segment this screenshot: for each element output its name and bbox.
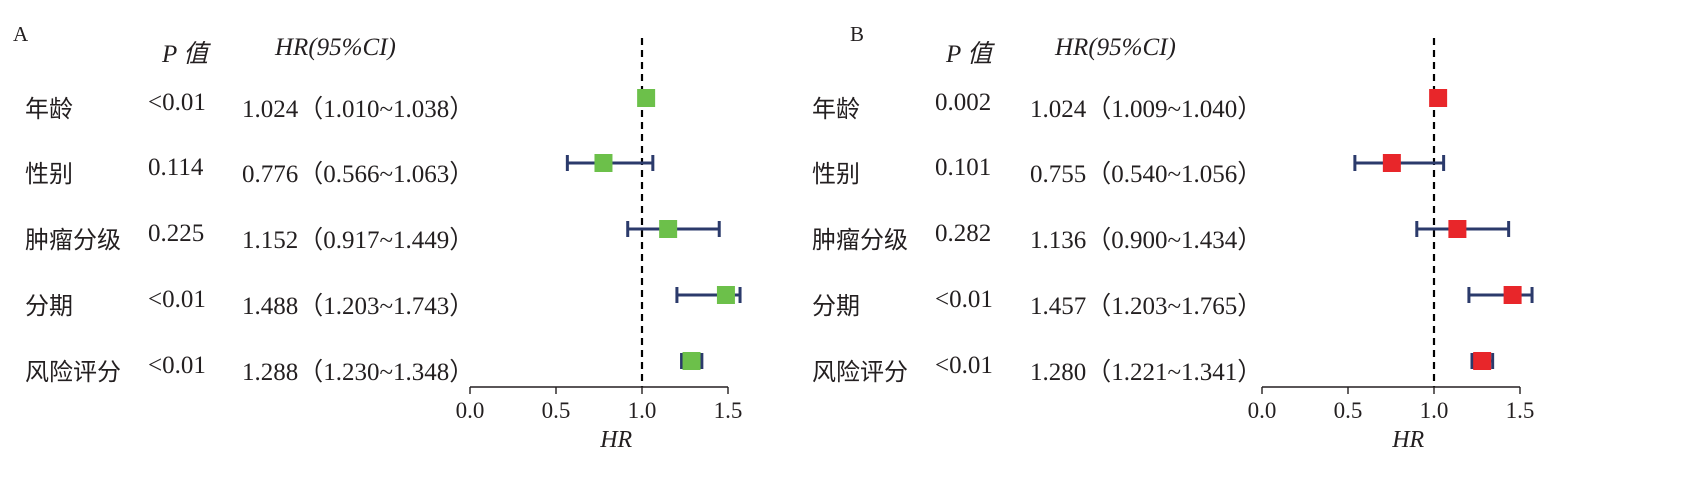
x-tick-label: 0.5 [1334, 398, 1363, 423]
row-label: 年龄 [812, 95, 860, 123]
row-hr-ci: 1.457（1.203~1.765） [1030, 293, 1263, 320]
hr-ci-header-text: HR(95%CI) [275, 34, 396, 61]
row-hr-ci: 0.776（0.566~1.063） [242, 161, 475, 188]
row-label: 分期 [812, 292, 860, 320]
row-p-value: 0.225 [148, 220, 205, 247]
row-hr-ci: 1.152（0.917~1.449） [242, 227, 475, 254]
x-tick-label: 1.5 [1506, 398, 1535, 423]
row-p-value: 0.114 [148, 154, 204, 181]
p-value-header: P 值 [946, 34, 992, 70]
row-label: 肿瘤分级 [812, 226, 908, 254]
x-tick-label: 0.0 [456, 398, 485, 423]
hr-marker [659, 220, 678, 238]
hr-marker [594, 154, 613, 172]
hr-marker [1382, 154, 1401, 172]
row-label: 性别 [812, 160, 860, 188]
x-tick-label: 0.0 [1248, 398, 1277, 423]
forest-plot-panel-b: B P 值 HR(95%CI) 年龄 0.002 1.024（1.009~1.040… [812, 0, 1700, 500]
row-hr-ci: 1.280（1.221~1.341） [1030, 359, 1263, 386]
hr-marker [716, 286, 735, 304]
x-axis-label: HR [1391, 427, 1424, 453]
p-value-header: P 值 [162, 34, 208, 70]
panel-letter: A [13, 22, 29, 46]
row-p-value: 0.002 [935, 89, 992, 116]
row-label: 肿瘤分级 [25, 226, 121, 254]
row-hr-ci: 1.136（0.900~1.434） [1030, 227, 1263, 254]
forest-plot-svg: 0.0 0.5 1.0 1.5 HR [456, 38, 743, 453]
hr-marker [637, 89, 656, 107]
hr-marker [682, 352, 701, 370]
row-hr-ci: 0.755（0.540~1.056） [1030, 161, 1263, 188]
x-tick-label: 1.0 [1420, 398, 1449, 423]
row-p-value: 0.101 [935, 154, 992, 181]
forest-plot-panel-a: A P 值 HR(95%CI) 年龄 <0.01 1.024（1.010~1.038… [13, 22, 743, 453]
row-p-value: <0.01 [148, 352, 206, 379]
x-axis-label: HR [599, 427, 632, 453]
hr-ci-header: HR(95%CI) [275, 34, 396, 62]
row-p-value: 0.282 [935, 220, 992, 247]
row-label: 性别 [25, 160, 73, 188]
row-p-value: <0.01 [935, 286, 993, 313]
row-label: 分期 [25, 292, 73, 320]
row-hr-ci: 1.024（1.009~1.040） [1030, 96, 1263, 123]
x-tick-label: 1.0 [628, 398, 657, 423]
p-value-header-text: P 值 [162, 41, 209, 68]
hr-marker [1503, 286, 1522, 304]
row-label: 年龄 [25, 95, 73, 123]
row-label: 风险评分 [25, 358, 121, 386]
hr-ci-header-text: HR(95%CI) [1055, 34, 1176, 61]
hr-ci-header: HR(95%CI) [1055, 34, 1176, 62]
forest-plot-svg: 0.0 0.5 1.0 1.5 HR [1248, 38, 1535, 453]
row-p-value: <0.01 [148, 286, 206, 313]
row-label: 风险评分 [812, 358, 908, 386]
row-hr-ci: 1.024（1.010~1.038） [242, 96, 475, 123]
row-hr-ci: 1.288（1.230~1.348） [242, 359, 475, 386]
x-tick-label: 0.5 [542, 398, 571, 423]
row-p-value: <0.01 [935, 352, 993, 379]
hr-marker [1448, 220, 1467, 238]
x-tick-label: 1.5 [714, 398, 743, 423]
p-value-header-text: P 值 [946, 41, 993, 68]
row-hr-ci: 1.488（1.203~1.743） [242, 293, 475, 320]
panel-letter: B [850, 22, 865, 46]
hr-marker [1473, 352, 1492, 370]
hr-marker [1429, 89, 1448, 107]
row-p-value: <0.01 [148, 89, 206, 116]
